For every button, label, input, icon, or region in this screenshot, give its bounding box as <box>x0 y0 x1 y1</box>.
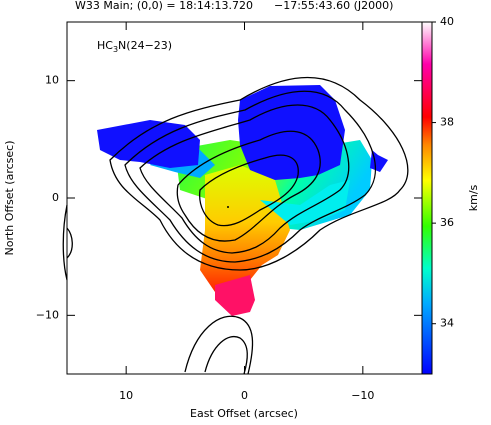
y-tick-label: 10 <box>45 74 59 87</box>
map-label: HC3N(24−23) <box>97 39 172 54</box>
y-axis-label: North Offset (arcsec) <box>3 140 16 255</box>
velocity-map <box>97 85 388 316</box>
chart-title: W33 Main; (0,0) = 18:14:13.720 −17:55:43… <box>75 0 393 12</box>
colorbar-label: km/s <box>467 184 480 211</box>
colorbar-tick-label: 40 <box>440 15 454 28</box>
colorbar-tick-label: 34 <box>440 317 454 330</box>
x-tick-label: 0 <box>241 389 248 402</box>
colorbar-tick-label: 38 <box>440 116 454 129</box>
y-tick-label: −10 <box>36 308 59 321</box>
contours <box>62 76 409 375</box>
y-tick-label: 0 <box>52 191 59 204</box>
x-tick-label: 10 <box>119 389 133 402</box>
x-tick-label: −10 <box>351 389 374 402</box>
colorbar <box>421 21 433 375</box>
x-axis-label: East Offset (arcsec) <box>190 407 298 420</box>
colorbar-tick-label: 36 <box>440 216 454 229</box>
